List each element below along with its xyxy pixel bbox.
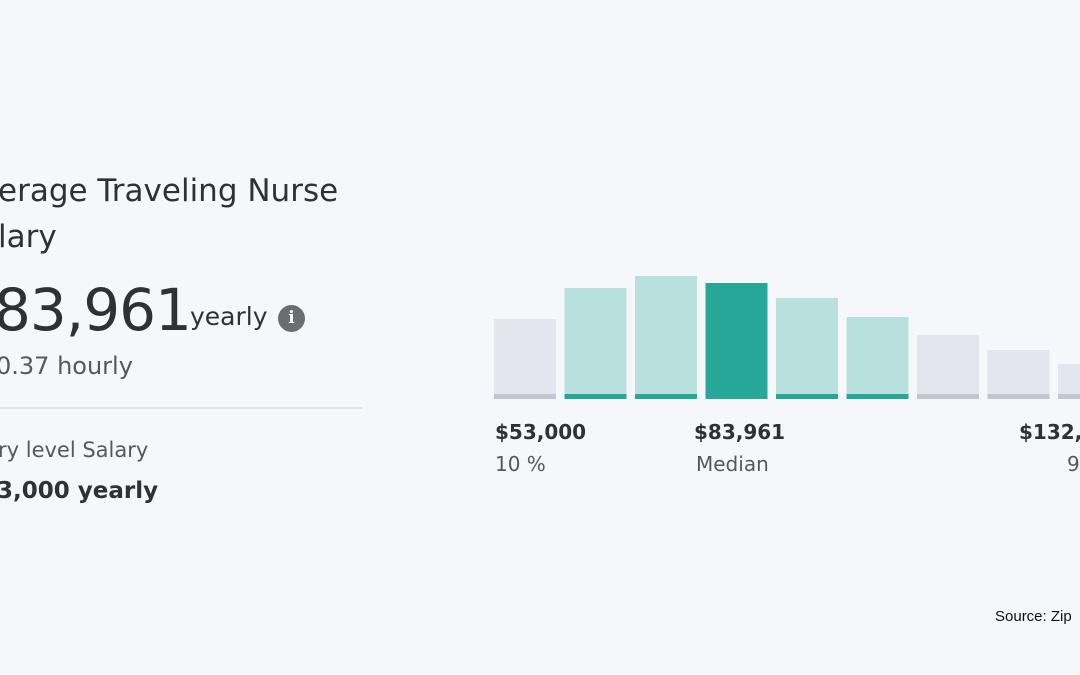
entry-level-label: ry level Salary [0,438,149,462]
histogram-bar-base [635,394,697,399]
histogram-bar-base [987,394,1050,399]
marker-median-label: Median [696,452,769,476]
histogram-bar-base [1058,394,1080,399]
source-note: Source: Zip [995,608,1072,625]
histogram-bar-base [564,394,627,399]
marker-90-label: 9 [1067,452,1080,476]
histogram-bar [776,298,838,399]
histogram-bar [846,317,909,399]
marker-median-value: $83,961 [694,420,786,444]
histogram-bar-base [776,394,838,399]
histogram-bar-base [917,394,979,399]
average-salary: 83,961 [0,276,192,344]
histogram-bar [564,288,627,399]
histogram-bar [1058,364,1080,399]
marker-90-value: $132, [1019,420,1080,444]
marker-10-label: 10 % [495,452,546,476]
divider [0,407,362,409]
title-line-1: erage Traveling Nurse [0,173,339,209]
entry-level-value: 3,000 yearly [0,478,159,504]
hourly-rate: 0.37 hourly [0,352,133,380]
histogram-bar-base [494,394,556,399]
histogram-bar [705,283,768,399]
histogram-bar [917,335,979,399]
histogram-bar [635,276,697,399]
title-line-2: lary [0,219,57,255]
page-title: erage Traveling Nurse lary [0,168,338,260]
histogram-bar [494,319,556,399]
histogram-bar [987,350,1050,399]
histogram-bar-base [846,394,909,399]
marker-10-value: $53,000 [495,420,587,444]
info-icon[interactable]: i [278,305,305,332]
salary-unit: yearly [190,302,268,331]
